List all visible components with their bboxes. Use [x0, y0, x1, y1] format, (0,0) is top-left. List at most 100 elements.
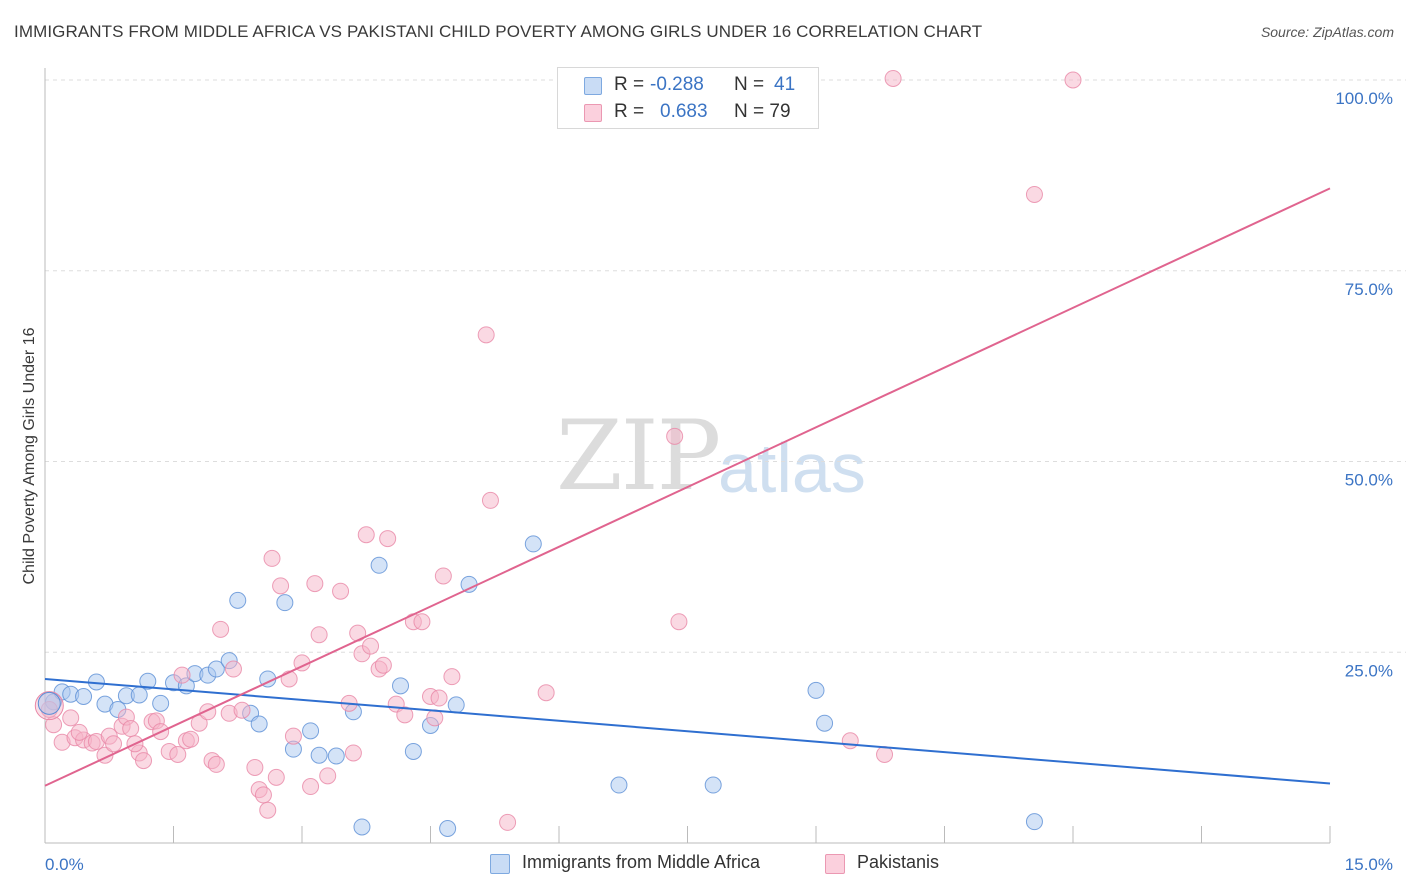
data-point — [537, 684, 555, 702]
data-point — [152, 694, 170, 712]
n-label: N = — [734, 74, 765, 95]
data-point — [379, 530, 397, 548]
data-point — [1064, 71, 1082, 89]
data-point — [276, 594, 294, 612]
data-point — [284, 727, 302, 745]
data-point — [344, 744, 362, 762]
data-point — [439, 820, 457, 838]
data-point — [105, 735, 123, 753]
axes — [44, 68, 1331, 844]
y-tick-label: 25.0% — [1345, 661, 1393, 680]
data-point — [37, 691, 61, 715]
y-tick-label: 75.0% — [1345, 280, 1393, 299]
data-point — [302, 778, 320, 796]
data-point — [353, 818, 371, 836]
data-point — [499, 813, 517, 831]
data-point — [404, 742, 422, 760]
data-point — [267, 768, 285, 786]
data-point — [310, 626, 328, 644]
data-point — [70, 723, 88, 741]
data-point — [302, 722, 320, 740]
data-point — [884, 69, 902, 87]
data-point — [430, 689, 448, 707]
data-point — [190, 714, 208, 732]
data-point — [392, 677, 410, 695]
data-point — [246, 758, 264, 776]
series-pakistanis — [40, 69, 1082, 831]
stats-row-pakistanis: R = 0.683 N = 79 — [558, 101, 818, 127]
data-point — [207, 660, 225, 678]
data-point — [306, 575, 324, 593]
data-point — [704, 776, 722, 794]
x-tick-label: 0.0% — [45, 855, 84, 874]
y-tick-label: 100.0% — [1335, 89, 1393, 108]
data-point — [610, 776, 628, 794]
data-point — [212, 620, 230, 638]
x-tick-label: 15.0% — [1345, 855, 1393, 874]
data-point — [310, 746, 328, 764]
data-point — [807, 681, 825, 699]
data-point — [75, 688, 93, 706]
data-point — [229, 591, 247, 609]
data-point — [816, 714, 834, 732]
data-point — [1025, 185, 1043, 203]
data-point — [62, 709, 80, 727]
data-point — [670, 613, 688, 631]
data-point — [666, 427, 684, 445]
data-point — [374, 656, 392, 674]
data-point — [169, 745, 187, 763]
y-axis-label: Child Poverty Among Girls Under 16 — [21, 327, 38, 585]
stats-swatch-middle-africa — [584, 77, 602, 95]
data-point — [524, 535, 542, 553]
data-point — [45, 716, 63, 734]
data-point — [122, 720, 140, 738]
legend: Immigrants from Middle Africa Pakistanis — [0, 852, 1406, 878]
n-value: 41 — [774, 74, 796, 95]
r-label: R = — [614, 101, 645, 122]
legend-swatch-middle-africa — [490, 854, 510, 874]
data-point — [182, 730, 200, 748]
trend-line-middle-africa — [44, 677, 1331, 785]
stats-swatch-pakistanis — [584, 104, 602, 122]
data-point — [263, 549, 281, 567]
stats-box: R = -0.288 N = 41 R = 0.683 N = 79 — [557, 67, 819, 129]
data-point — [447, 696, 465, 714]
data-point — [272, 577, 290, 595]
n-label: N = 79 — [734, 101, 791, 122]
data-point — [481, 491, 499, 509]
legend-label: Immigrants from Middle Africa — [522, 852, 761, 872]
grid-lines — [45, 79, 1406, 653]
data-point — [254, 786, 272, 804]
trend-line-pakistanis — [44, 187, 1331, 787]
data-point — [477, 326, 495, 344]
data-point — [426, 709, 444, 727]
data-point — [259, 801, 277, 819]
data-point — [34, 691, 64, 721]
trend-lines — [44, 187, 1331, 787]
data-point — [139, 672, 157, 690]
data-point — [876, 745, 894, 763]
data-point — [130, 686, 148, 704]
data-point — [332, 582, 350, 600]
data-points — [34, 69, 1082, 838]
data-point — [135, 752, 153, 770]
data-point — [224, 660, 242, 678]
data-point — [173, 666, 191, 684]
data-point — [250, 715, 268, 733]
stats-row-middle-africa: R = -0.288 N = 41 — [558, 74, 818, 100]
watermark-zip: ZIP — [556, 400, 721, 512]
data-point — [396, 706, 414, 724]
legend-swatch-pakistanis — [825, 854, 845, 874]
data-point — [460, 575, 478, 593]
legend-label: Pakistanis — [857, 852, 940, 872]
data-point — [841, 732, 859, 750]
r-value: 0.683 — [660, 101, 708, 122]
y-tick-label: 50.0% — [1345, 471, 1393, 490]
r-label: R = — [614, 74, 645, 95]
data-point — [207, 755, 225, 773]
data-point — [413, 613, 431, 631]
data-point — [434, 567, 452, 585]
data-point — [1025, 813, 1043, 831]
watermark-atlas: atlas — [718, 429, 866, 507]
